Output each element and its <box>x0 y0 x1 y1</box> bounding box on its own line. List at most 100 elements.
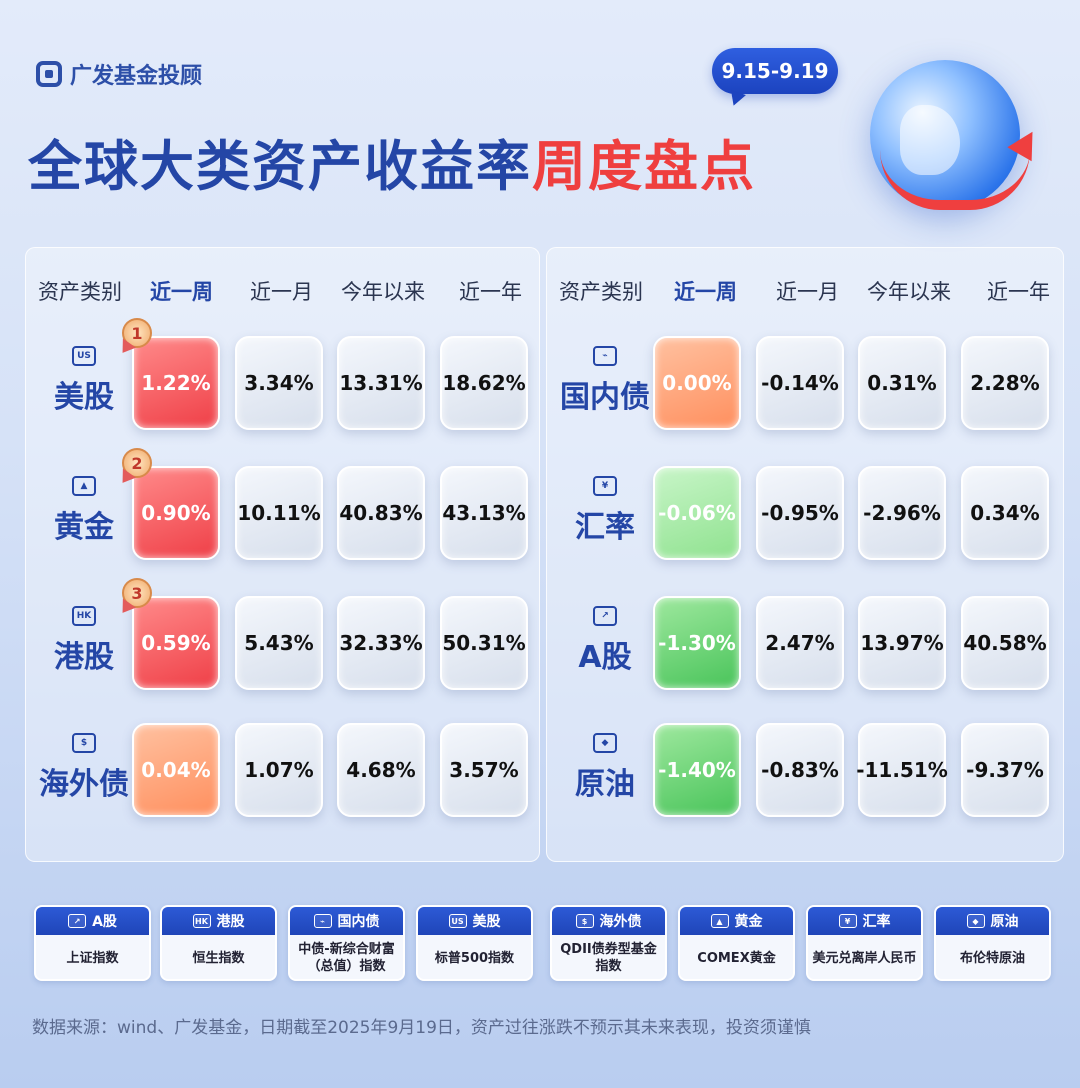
return-cell-month: 5.43% <box>235 596 323 690</box>
legend-head: US 美股 <box>418 907 531 935</box>
legend-card: ⌁ 国内债中债-新综合财富（总值）指数 <box>288 905 405 981</box>
legend-name: A股 <box>92 914 117 930</box>
rank-badge-icon: 2 <box>122 448 152 478</box>
legend-head: ◆ 原油 <box>936 907 1049 935</box>
return-cell-ytd: 4.68% <box>337 723 425 817</box>
legend-head: ↗ A股 <box>36 907 149 935</box>
legend-card: US 美股标普500指数 <box>416 905 533 981</box>
return-cell-month: -0.95% <box>756 466 844 560</box>
return-cell-ytd: -11.51% <box>856 723 948 817</box>
return-cell-year: 40.58% <box>961 596 1049 690</box>
legend-desc: COMEX黄金 <box>697 950 776 966</box>
asset-label: 汇率 <box>575 510 635 545</box>
brand-name: 广发基金投顾 <box>70 64 203 89</box>
legend-head: ▲ 黄金 <box>680 907 793 935</box>
col-header-ytd: 今年以来 <box>341 280 425 304</box>
return-cell-ytd: 13.31% <box>337 336 425 430</box>
legend-desc: 布伦特原油 <box>959 950 1025 966</box>
legend-name: 港股 <box>216 914 245 930</box>
legend-desc: 美元兑离岸人民币 <box>812 950 917 966</box>
legend-icon: ¥ <box>838 914 857 928</box>
asset-label: 美股 <box>54 380 114 415</box>
col-header-month: 近一月 <box>250 280 313 304</box>
asset-icon: ⌁ <box>593 346 617 366</box>
rising-arrow-icon <box>880 150 1030 210</box>
data-source-note: 数据来源：wind、广发基金，日期截至2025年9月19日，资产过往涨跌不预示其… <box>32 1018 811 1038</box>
asset-label: 国内债 <box>560 380 650 415</box>
return-cell-week: 0.59% <box>132 596 220 690</box>
date-range-badge: 9.15-9.19 <box>712 48 838 94</box>
legend-name: 美股 <box>472 914 501 930</box>
return-cell-year: 43.13% <box>440 466 528 560</box>
return-cell-ytd: 0.31% <box>858 336 946 430</box>
legend-card: ¥ 汇率美元兑离岸人民币 <box>806 905 923 981</box>
return-cell-month: 2.47% <box>756 596 844 690</box>
return-cell-week: 0.00% <box>653 336 741 430</box>
legend-desc: 标普500指数 <box>434 950 515 966</box>
return-cell-year: 2.28% <box>961 336 1049 430</box>
legend-head: $ 海外债 <box>552 907 665 935</box>
col-header-week: 近一周 <box>674 280 737 304</box>
col-header-year: 近一年 <box>459 280 522 304</box>
return-cell-year: -9.37% <box>961 723 1049 817</box>
legend-name: 国内债 <box>337 914 380 930</box>
legend-desc: QDII债券型基金指数 <box>560 942 657 974</box>
return-cell-year: 0.34% <box>961 466 1049 560</box>
page-title: 全球大类资产收益率周度盘点 <box>28 122 756 201</box>
legend-card: ↗ A股 上证指数 <box>34 905 151 981</box>
return-cell-ytd: 13.97% <box>858 596 946 690</box>
asset-label: 港股 <box>54 640 114 675</box>
legend-icon: US <box>448 914 467 928</box>
brand-logo: 广发基金投顾 <box>36 58 202 90</box>
return-cell-week: 0.90% <box>132 466 220 560</box>
asset-icon: ¥ <box>593 476 617 496</box>
legend-desc: 中债-新综合财富（总值）指数 <box>298 942 395 974</box>
col-header-week: 近一周 <box>150 280 213 304</box>
asset-icon: $ <box>72 733 96 753</box>
return-cell-week: 1.22% <box>132 336 220 430</box>
return-cell-ytd: 40.83% <box>337 466 425 560</box>
legend-head: HK 港股 <box>162 907 275 935</box>
asset-icon: ▲ <box>72 476 96 496</box>
asset-label: 原油 <box>575 767 635 802</box>
asset-icon: ↗ <box>593 606 617 626</box>
return-cell-month: 3.34% <box>235 336 323 430</box>
legend-name: 原油 <box>990 914 1019 930</box>
return-cell-week: -1.40% <box>653 723 741 817</box>
col-header-category: 资产类别 <box>559 280 643 304</box>
return-cell-week: -1.30% <box>653 596 741 690</box>
col-header-year: 近一年 <box>987 280 1050 304</box>
col-header-ytd: 今年以来 <box>867 280 951 304</box>
title-highlight: 周度盘点 <box>532 135 756 198</box>
asset-icon: US <box>72 346 96 366</box>
return-cell-month: -0.83% <box>756 723 844 817</box>
return-cell-week: 0.04% <box>132 723 220 817</box>
return-cell-year: 50.31% <box>440 596 528 690</box>
asset-label: A股 <box>578 640 632 675</box>
legend-card: HK 港股恒生指数 <box>160 905 277 981</box>
legend-name: 汇率 <box>862 914 891 930</box>
legend-head: ⌁ 国内债 <box>290 907 403 935</box>
right-panel: 资产类别 近一周 近一月 今年以来 近一年 ⌁ 国内债 0.00% -0.14% 0.3… <box>546 247 1064 862</box>
legend-icon: ▲ <box>710 914 729 928</box>
left-panel: 资产类别 近一周 近一月 今年以来 近一年 US 美股 1.22% 3.34% 13.3… <box>25 247 540 862</box>
col-header-category: 资产类别 <box>38 280 122 304</box>
return-cell-ytd: 32.33% <box>337 596 425 690</box>
col-header-month: 近一月 <box>776 280 839 304</box>
legend-card: ▲ 黄金 COMEX黄金 <box>678 905 795 981</box>
legend-head: ¥ 汇率 <box>808 907 921 935</box>
legend-icon: ↗ <box>68 914 87 928</box>
legend-icon: ⌁ <box>313 914 332 928</box>
asset-icon: HK <box>72 606 96 626</box>
return-cell-month: 1.07% <box>235 723 323 817</box>
legend-card: ◆ 原油布伦特原油 <box>934 905 1051 981</box>
asset-label: 黄金 <box>54 510 114 545</box>
legend-desc: 恒生指数 <box>192 950 245 966</box>
legend-name: 海外债 <box>599 914 642 930</box>
legend-card: $ 海外债 QDII债券型基金指数 <box>550 905 667 981</box>
return-cell-year: 3.57% <box>440 723 528 817</box>
return-cell-month: -0.14% <box>756 336 844 430</box>
return-cell-month: 10.11% <box>235 466 323 560</box>
return-cell-week: -0.06% <box>653 466 741 560</box>
asset-label: 海外债 <box>39 767 129 802</box>
